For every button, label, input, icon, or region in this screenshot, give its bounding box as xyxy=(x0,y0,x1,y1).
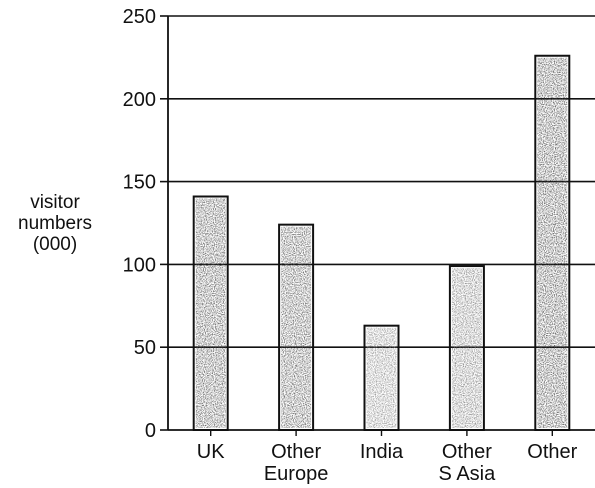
y-tick-label: 250 xyxy=(123,6,156,28)
axes xyxy=(160,15,595,436)
bar-fill xyxy=(537,57,568,429)
y-axis-label-line: (000) xyxy=(32,234,78,255)
y-axis-label: visitor numbers (000) xyxy=(4,192,106,255)
bar-fill xyxy=(451,268,482,428)
y-tick-label: 150 xyxy=(123,172,156,194)
x-category-label: Other xyxy=(527,441,577,463)
x-category-label-line: Other xyxy=(442,441,492,463)
y-axis-label-line: visitor xyxy=(30,192,80,213)
x-category-label-line: S Asia xyxy=(439,463,497,485)
y-tick-label: 0 xyxy=(145,420,156,442)
x-category-label-line: Europe xyxy=(264,463,329,485)
x-category-label: Other S Asia xyxy=(439,441,497,485)
x-category-label: UK xyxy=(197,441,225,463)
y-tick-labels: 0 50 100 150 200 250 xyxy=(123,6,156,442)
x-category-label-line: India xyxy=(360,441,404,463)
bars xyxy=(192,54,571,432)
x-category-label-line: UK xyxy=(197,441,225,463)
y-tick-label: 200 xyxy=(123,89,156,111)
y-tick-label: 100 xyxy=(123,254,156,276)
x-category-label: India xyxy=(360,441,404,463)
y-tick-label: 50 xyxy=(134,337,156,359)
gridlines xyxy=(168,15,595,349)
bar-fill xyxy=(195,198,226,428)
x-category-label: Other Europe xyxy=(264,441,329,485)
bar-fill xyxy=(281,226,312,428)
bar-fill xyxy=(366,327,397,428)
x-category-label-line: Other xyxy=(271,441,321,463)
x-category-label-line: Other xyxy=(527,441,577,463)
y-axis-label-line: numbers xyxy=(18,213,92,234)
